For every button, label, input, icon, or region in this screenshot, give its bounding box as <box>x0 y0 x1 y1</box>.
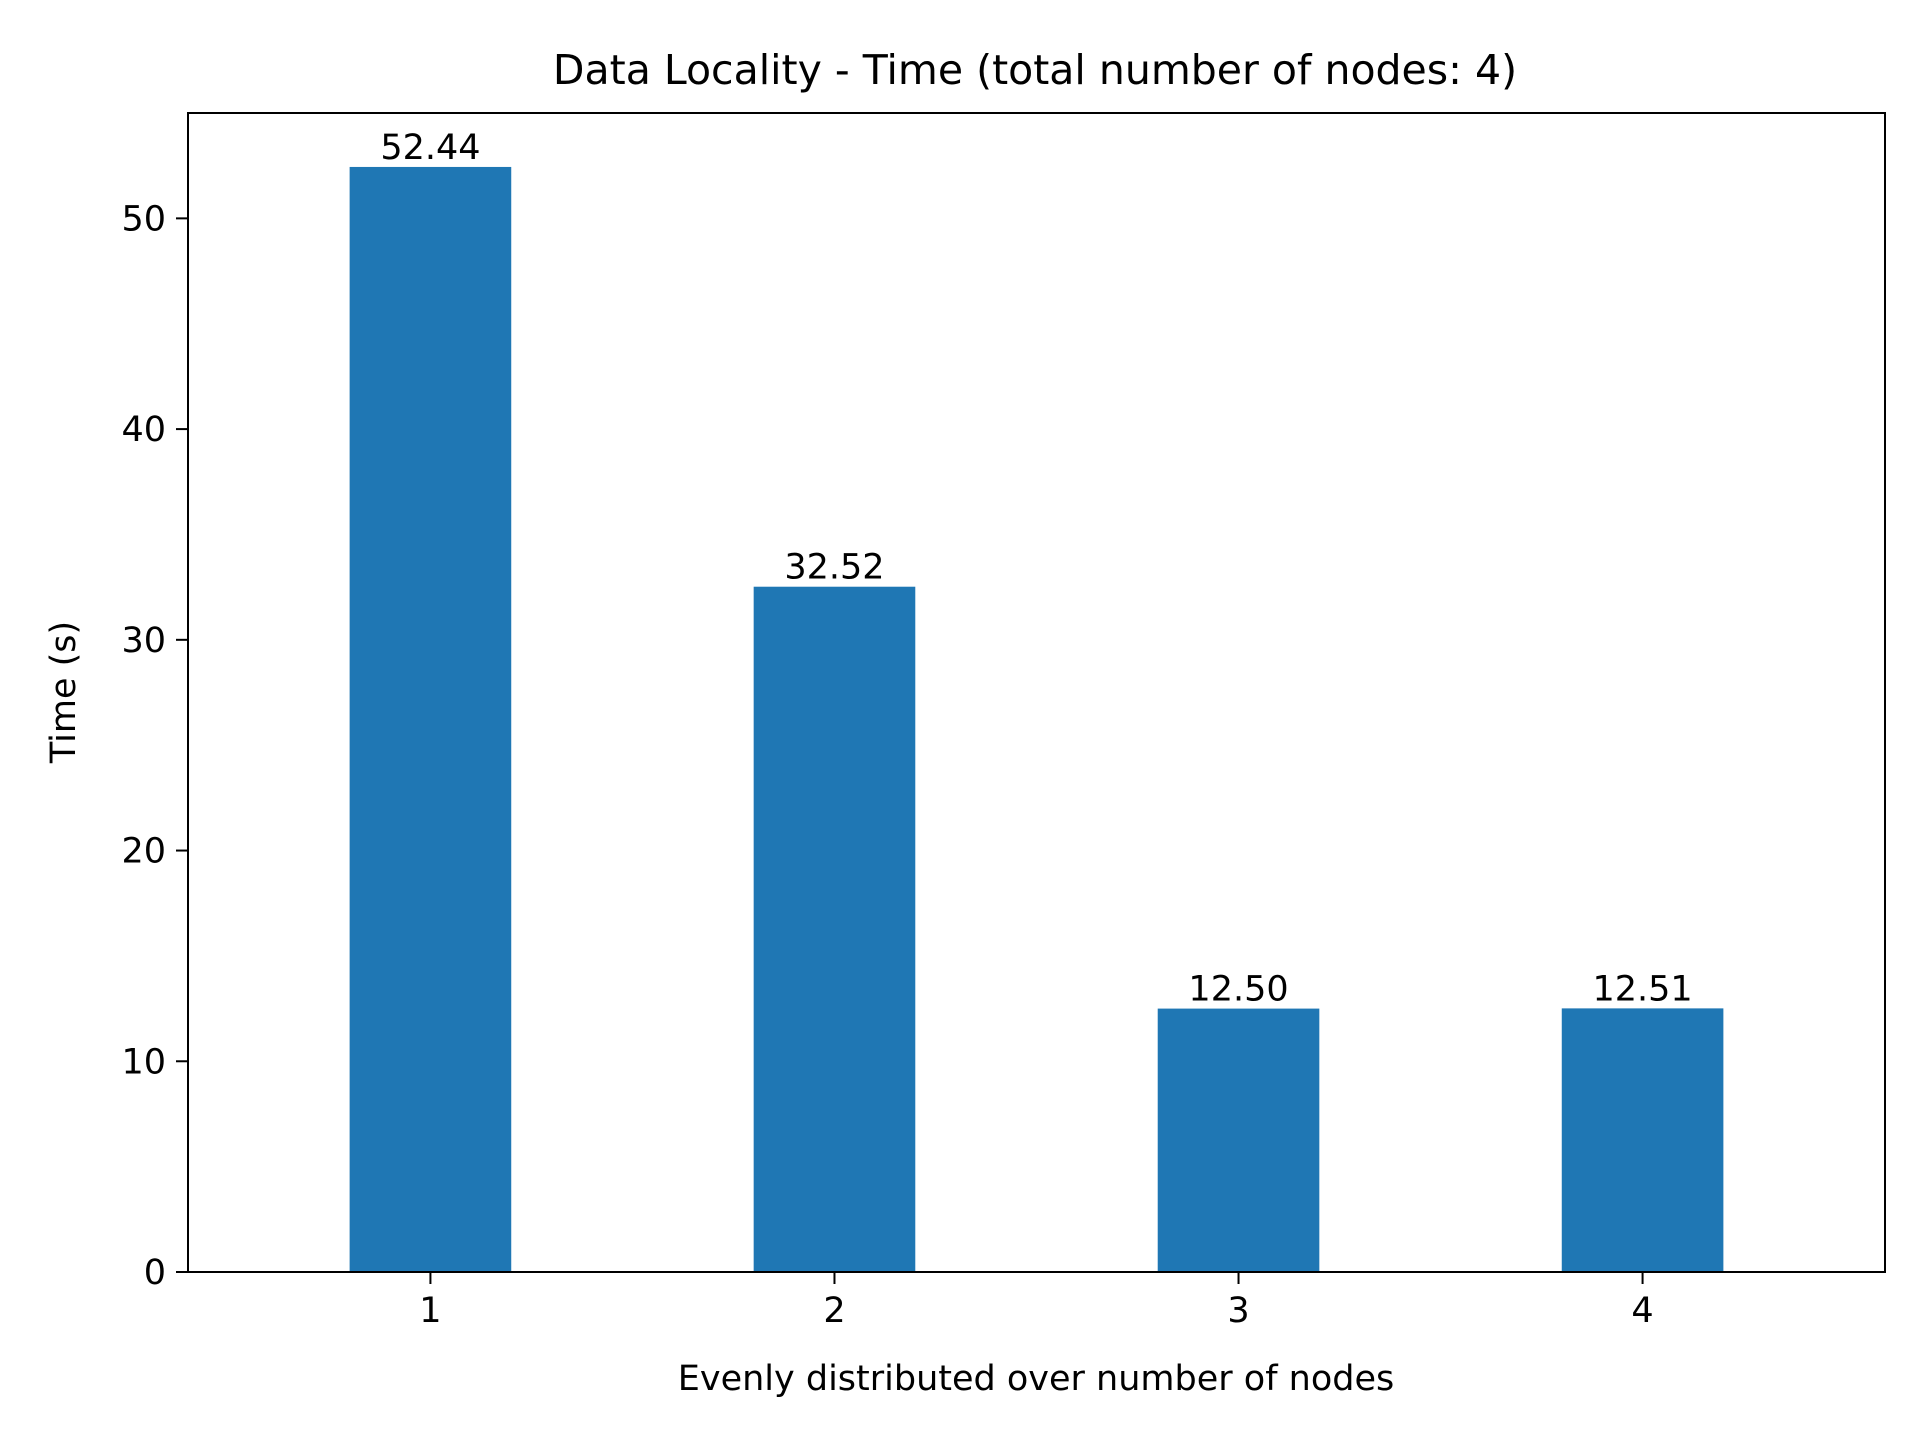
bars-group <box>349 166 1724 1273</box>
y-tick-label-10: 10 <box>121 1042 166 1082</box>
data-label-3: 12.50 <box>1188 970 1288 1010</box>
y-tick-label-50: 50 <box>121 199 166 239</box>
data-label-4: 12.51 <box>1592 969 1692 1009</box>
x-axis: 1 2 3 4 <box>419 1272 1654 1331</box>
bar-3 <box>1157 1008 1320 1272</box>
y-tick-label-0: 0 <box>144 1253 166 1293</box>
bar-labels-group: 52.44 32.52 12.50 12.51 <box>380 128 1692 1010</box>
y-tick-label-40: 40 <box>121 410 166 450</box>
y-axis: 0 10 20 30 40 50 <box>121 199 188 1293</box>
x-tick-label-1: 1 <box>419 1291 441 1331</box>
y-tick-label-20: 20 <box>121 832 166 872</box>
x-tick-label-4: 4 <box>1631 1291 1653 1331</box>
x-tick-label-2: 2 <box>823 1291 845 1331</box>
y-tick-label-30: 30 <box>121 621 166 661</box>
bar-4 <box>1561 1008 1724 1272</box>
data-label-1: 52.44 <box>380 128 480 168</box>
y-axis-label: Time (s) <box>44 621 84 764</box>
data-label-2: 32.52 <box>784 548 884 588</box>
x-tick-label-3: 3 <box>1227 1291 1249 1331</box>
bar-2 <box>753 586 916 1272</box>
x-axis-label: Evenly distributed over number of nodes <box>678 1359 1394 1399</box>
plot-frame <box>187 112 1886 1273</box>
chart-title: Data Locality - Time (total number of no… <box>553 46 1517 94</box>
bar-1 <box>349 166 512 1273</box>
